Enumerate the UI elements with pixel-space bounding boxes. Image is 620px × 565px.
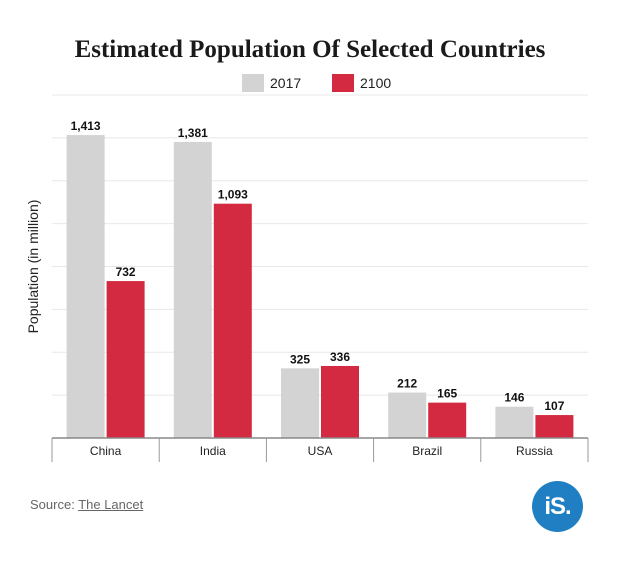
bar-india-2100 <box>213 203 252 438</box>
x-tick-label-russia: Russia <box>516 444 553 458</box>
bar-chart: Population (in million) 1,413 732 China 1,38… <box>25 94 589 462</box>
legend-label-2100: 2100 <box>360 75 392 91</box>
data-label-usa-2017: 325 <box>290 352 310 366</box>
data-label-brazil-2100: 165 <box>437 387 457 401</box>
bar-usa-2017 <box>281 368 319 438</box>
bar-china-2100 <box>106 281 145 438</box>
data-label-russia-2017: 146 <box>504 391 524 405</box>
legend-item-2100: 2100 <box>332 73 391 93</box>
chart-title: Estimated Population Of Selected Countri… <box>74 36 546 63</box>
bar-china-2017 <box>66 135 105 438</box>
source-line: Source: The Lancet <box>30 497 143 512</box>
bar-usa-2100 <box>321 365 359 438</box>
data-label-china-2100: 732 <box>116 265 136 279</box>
bar-russia-2017 <box>495 406 534 438</box>
data-label-china-2017: 1,413 <box>71 119 101 133</box>
x-tick-label-china: China <box>90 444 122 458</box>
legend-swatch-2017 <box>242 74 264 92</box>
data-label-india-2017: 1,381 <box>178 126 208 140</box>
data-label-usa-2100: 336 <box>330 350 350 364</box>
legend-label-2017: 2017 <box>270 75 302 91</box>
bar-brazil-2017 <box>388 392 427 438</box>
y-axis-label: Population (in million) <box>25 200 41 334</box>
data-label-brazil-2017: 212 <box>397 377 417 391</box>
x-tick-label-india: India <box>200 444 226 458</box>
x-tick-label-brazil: Brazil <box>412 444 442 458</box>
bar-brazil-2100 <box>428 402 467 438</box>
data-label-india-2100: 1,093 <box>218 188 248 202</box>
brand-logo: iS. <box>532 481 583 532</box>
data-label-russia-2100: 107 <box>544 399 564 413</box>
source-link[interactable]: The Lancet <box>78 497 144 512</box>
bar-russia-2100 <box>535 415 574 438</box>
bar-india-2017 <box>173 141 212 438</box>
legend-item-2017: 2017 <box>242 73 301 93</box>
chart-legend: 2017 2100 <box>0 73 620 93</box>
source-prefix: Source: <box>30 497 79 512</box>
x-tick-label-usa: USA <box>308 444 333 458</box>
legend-swatch-2100 <box>332 74 354 92</box>
